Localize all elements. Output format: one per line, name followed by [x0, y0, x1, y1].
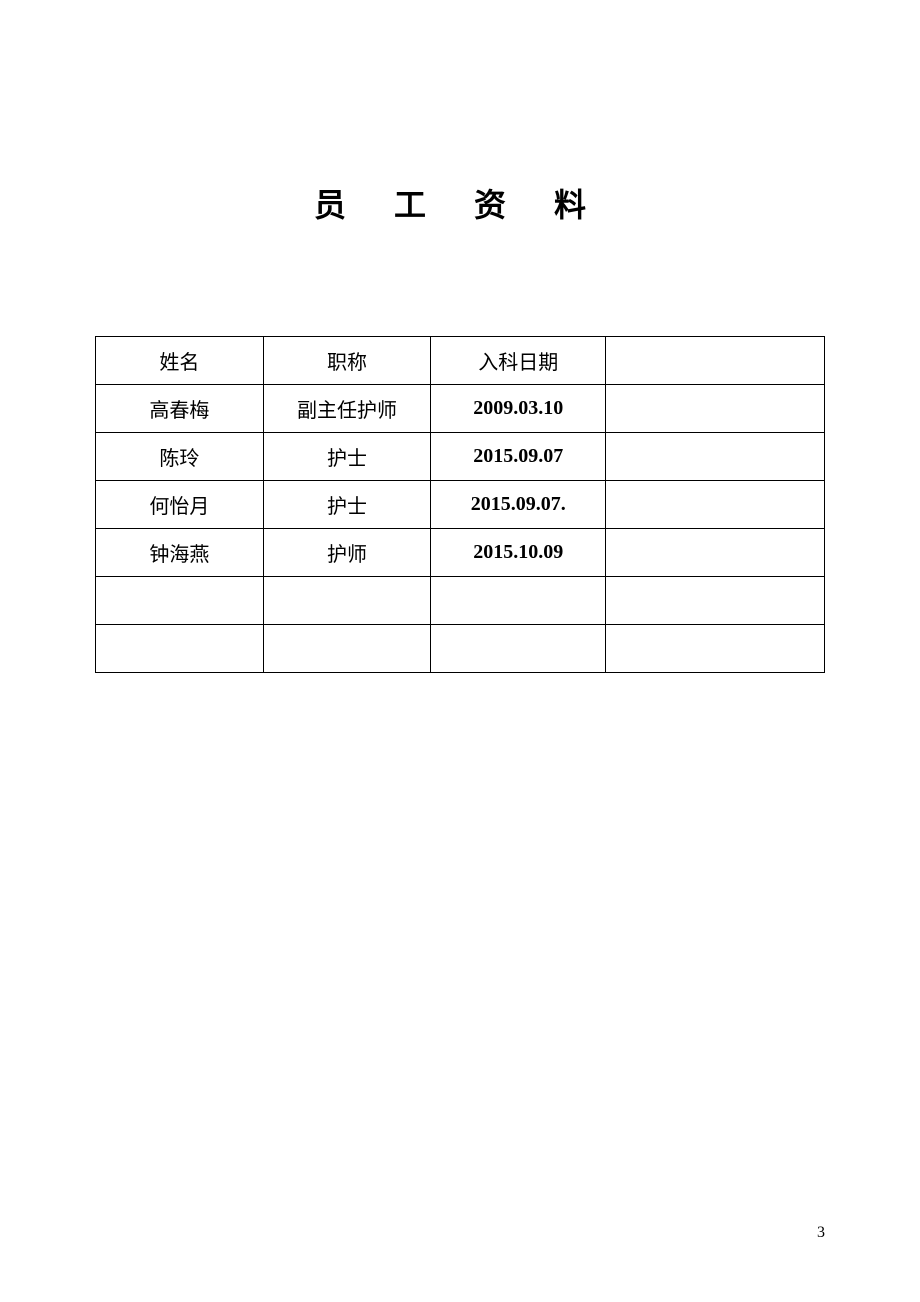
cell-extra: [606, 481, 825, 529]
cell-name: [96, 577, 264, 625]
cell-extra: [606, 577, 825, 625]
cell-title: 副主任护师: [263, 385, 431, 433]
table-header-row: 姓名 职称 入科日期: [96, 337, 825, 385]
header-name: 姓名: [96, 337, 264, 385]
table-row: [96, 625, 825, 673]
cell-extra: [606, 385, 825, 433]
cell-date: 2015.09.07.: [431, 481, 606, 529]
cell-title: [263, 625, 431, 673]
cell-name: 钟海燕: [96, 529, 264, 577]
table-row: 何怡月 护士 2015.09.07.: [96, 481, 825, 529]
table-row: 陈玲 护士 2015.09.07: [96, 433, 825, 481]
cell-date: 2015.09.07: [431, 433, 606, 481]
cell-extra: [606, 529, 825, 577]
table-row: 高春梅 副主任护师 2009.03.10: [96, 385, 825, 433]
employee-table: 姓名 职称 入科日期 高春梅 副主任护师 2009.03.10 陈玲 护士 20…: [95, 336, 825, 673]
cell-title: [263, 577, 431, 625]
cell-title: 护师: [263, 529, 431, 577]
table-row: [96, 577, 825, 625]
cell-date: [431, 577, 606, 625]
header-date: 入科日期: [431, 337, 606, 385]
cell-extra: [606, 433, 825, 481]
cell-date: 2009.03.10: [431, 385, 606, 433]
cell-name: 高春梅: [96, 385, 264, 433]
cell-title: 护士: [263, 433, 431, 481]
header-title: 职称: [263, 337, 431, 385]
cell-extra: [606, 625, 825, 673]
cell-title: 护士: [263, 481, 431, 529]
header-extra: [606, 337, 825, 385]
cell-name: [96, 625, 264, 673]
cell-name: 陈玲: [96, 433, 264, 481]
page-number: 3: [817, 1224, 825, 1242]
document-page: 员 工 资 料 姓名 职称 入科日期 高春梅 副主任护师 2009.03.10 …: [0, 0, 920, 673]
cell-date: 2015.10.09: [431, 529, 606, 577]
cell-date: [431, 625, 606, 673]
page-title: 员 工 资 料: [95, 180, 825, 226]
table-row: 钟海燕 护师 2015.10.09: [96, 529, 825, 577]
cell-name: 何怡月: [96, 481, 264, 529]
